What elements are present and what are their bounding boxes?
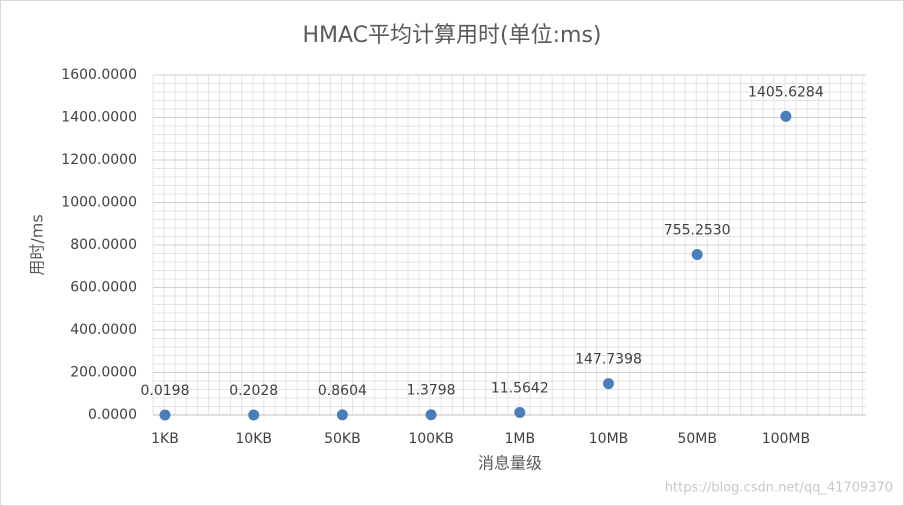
y-tick-label: 1600.0000	[61, 67, 137, 83]
watermark: https://blog.csdn.net/qq_41709370	[665, 481, 893, 496]
x-axis-title: 消息量级	[478, 454, 542, 473]
y-tick-label: 800.0000	[70, 237, 137, 253]
point	[514, 407, 526, 419]
y-tick-label: 1200.0000	[61, 152, 137, 168]
data-label: 0.0198	[141, 383, 190, 399]
data-label: 0.2028	[229, 383, 278, 399]
data-label: 1405.6284	[748, 84, 824, 100]
y-tick-label: 1400.0000	[61, 110, 137, 126]
point	[603, 378, 614, 390]
point	[780, 110, 792, 122]
x-tick-label: 1MB	[505, 431, 536, 447]
x-tick-label: 10MB	[589, 431, 629, 447]
y-tick-label: 0.0000	[88, 407, 137, 423]
data-label: 1.3798	[407, 383, 456, 399]
x-tick-label: 50KB	[324, 431, 361, 447]
chart-title: HMAC平均计算用时(单位:ms)	[302, 23, 601, 48]
data-label: 755.2530	[664, 223, 731, 239]
y-tick-label: 1000.0000	[61, 195, 137, 211]
data-label: 11.5642	[491, 381, 549, 397]
data-label: 0.8604	[318, 383, 367, 399]
x-tick-label: 100KB	[408, 431, 454, 447]
y-tick-label: 400.0000	[70, 322, 137, 338]
point	[159, 409, 171, 421]
point	[248, 409, 260, 421]
data-label: 147.7398	[575, 352, 642, 368]
x-tick-label: 1KB	[151, 431, 179, 447]
x-tick-label: 10KB	[235, 431, 272, 447]
y-axis-title: 用时/ms	[28, 214, 47, 275]
point	[425, 409, 437, 421]
point	[336, 409, 348, 421]
y-tick-label: 200.0000	[70, 365, 137, 381]
x-tick-label: 100MB	[762, 431, 810, 447]
y-tick-label: 600.0000	[70, 280, 137, 296]
point	[691, 249, 703, 261]
x-tick-label: 50MB	[677, 431, 717, 447]
